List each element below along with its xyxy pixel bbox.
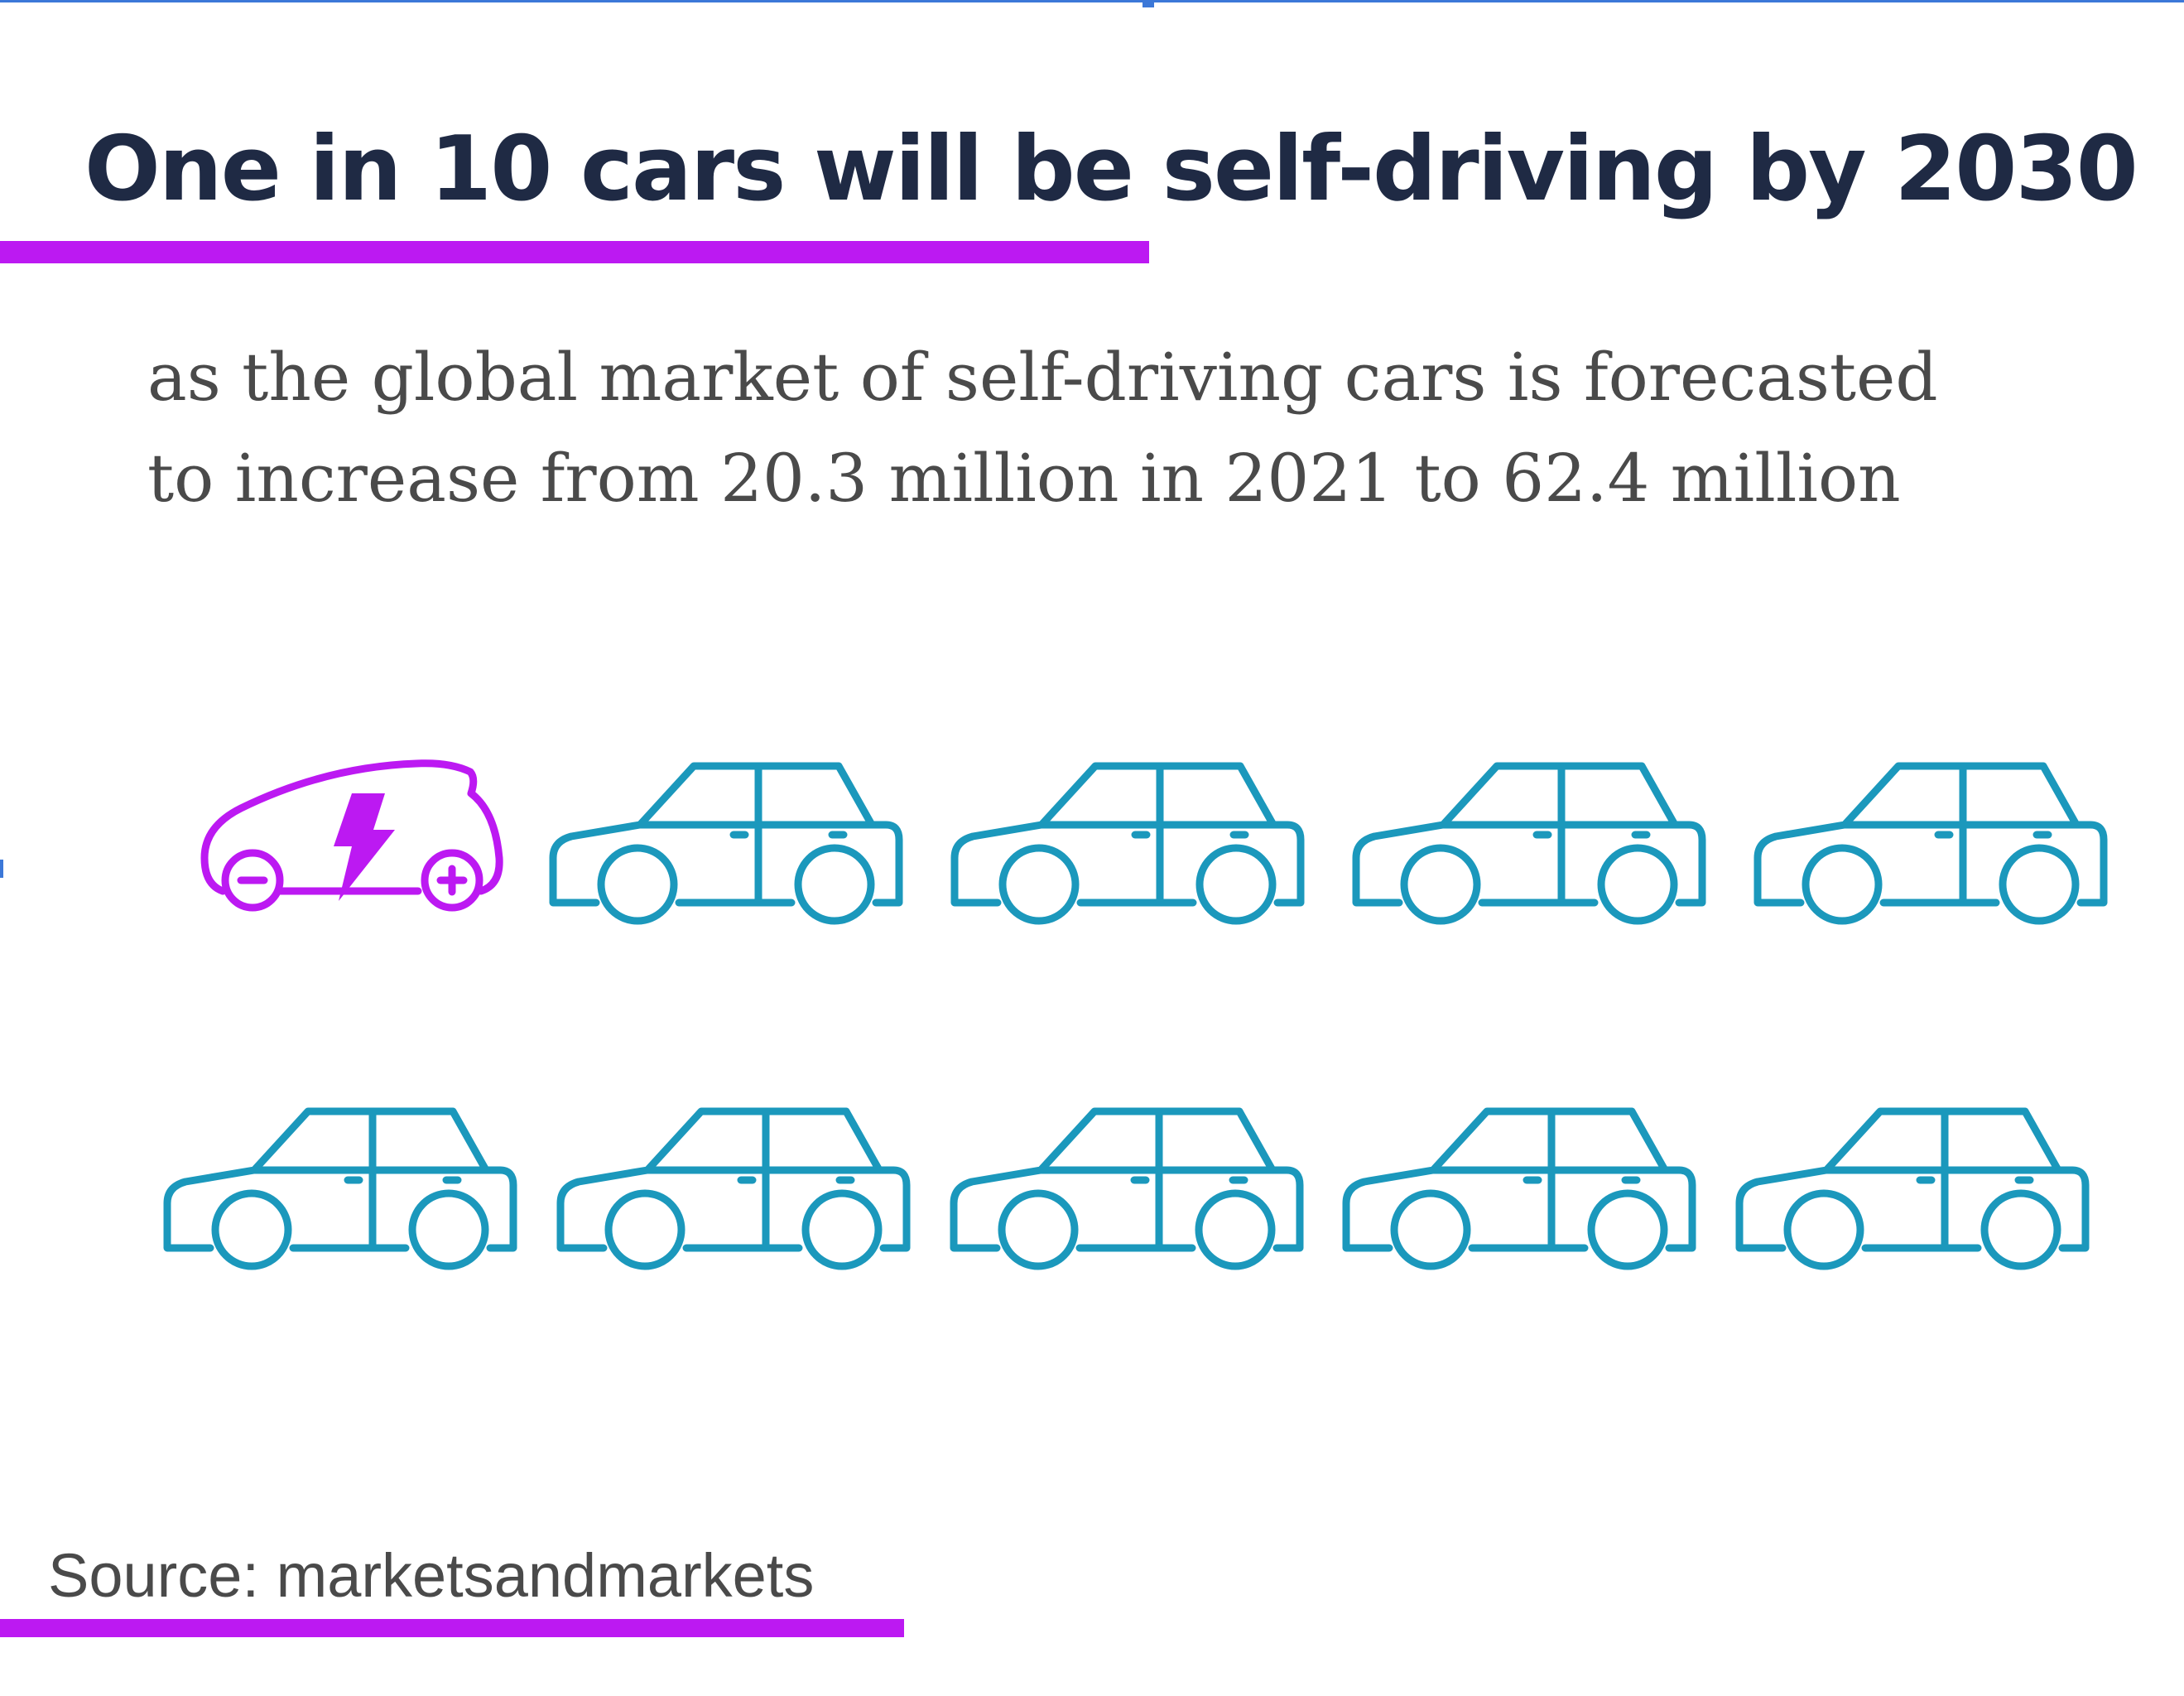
subtitle-text: as the global market of self-driving car… [147, 339, 1938, 517]
page-title: One in 10 cars will be self-driving by 2… [84, 118, 2138, 221]
car-icon [1352, 762, 1706, 925]
car-pictogram [163, 759, 2108, 1270]
car-icon [163, 1107, 517, 1270]
car-icon [950, 762, 1305, 925]
source-label: Source: marketsandmarkets [48, 1541, 815, 1610]
electric-car-icon [200, 759, 503, 912]
car-icon [1735, 1107, 2090, 1270]
title-underline [0, 241, 1149, 263]
car-icon [950, 1107, 1304, 1270]
car-icon [1342, 1107, 1696, 1270]
source-underline [0, 1619, 904, 1637]
car-icon [556, 1107, 911, 1270]
car-icon [1753, 762, 2108, 925]
top-border-line [0, 0, 2184, 2]
car-icon [549, 762, 903, 925]
left-edge-marker [0, 860, 3, 878]
top-border-marker [1143, 0, 1154, 7]
